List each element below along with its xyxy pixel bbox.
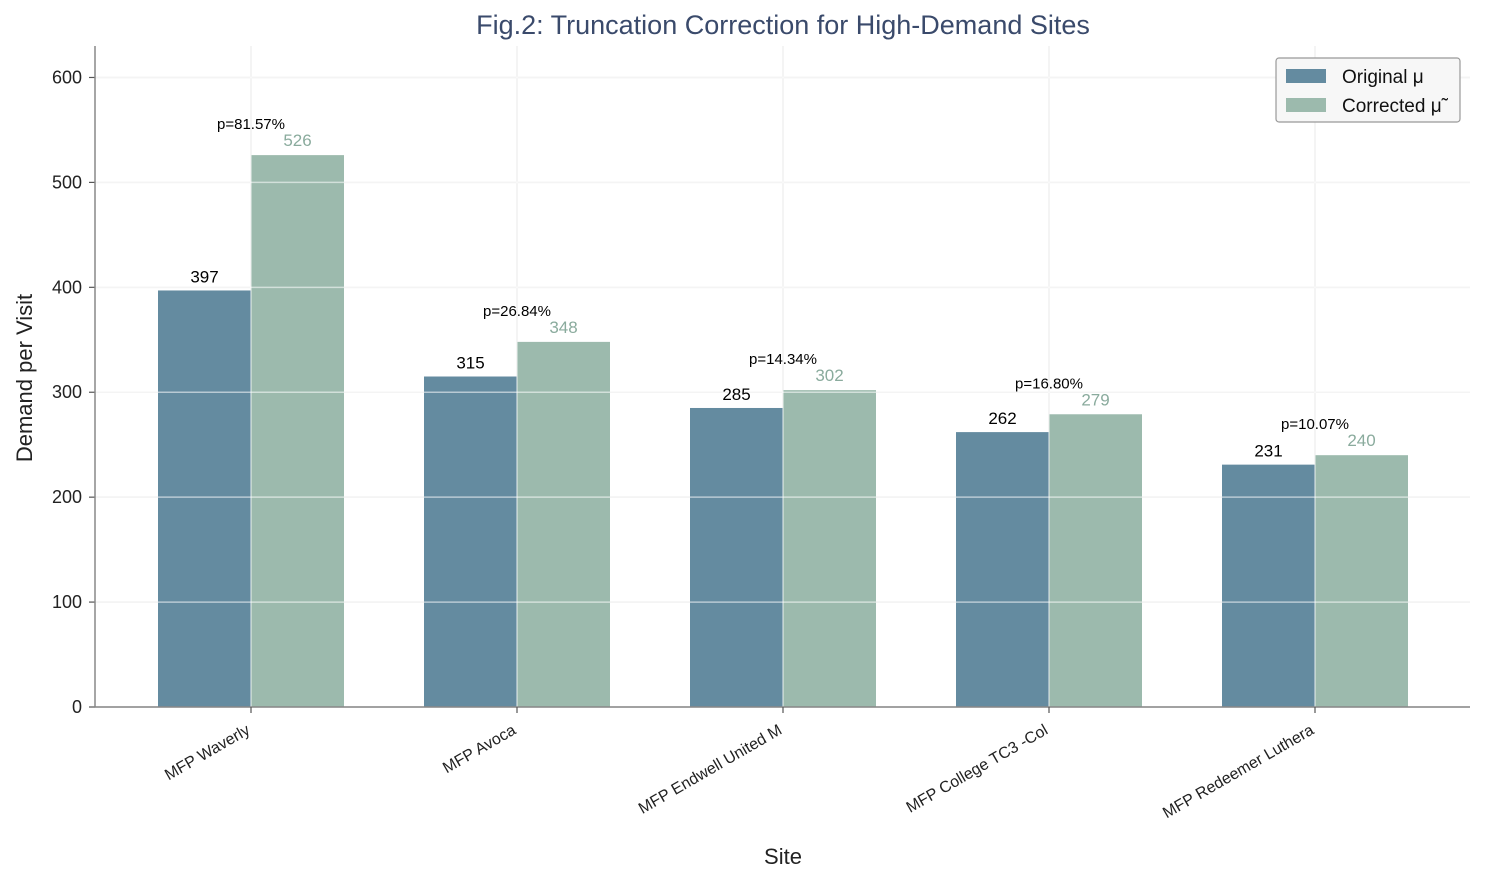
x-tick-label: MFP Endwell United M (636, 722, 785, 818)
bar-original (956, 432, 1049, 707)
p-annotation: p=81.57% (217, 116, 285, 133)
bar-corrected (517, 341, 610, 707)
value-label-corrected: 348 (549, 318, 577, 337)
y-tick-label: 300 (52, 382, 82, 402)
y-tick-label: 400 (52, 277, 82, 297)
y-tick-label: 100 (52, 592, 82, 612)
p-annotation: p=10.07% (1281, 416, 1349, 433)
legend-swatch (1286, 98, 1326, 112)
p-annotation: p=26.84% (483, 303, 551, 320)
x-axis-label: Site (764, 844, 802, 869)
value-label-original: 315 (456, 354, 484, 373)
x-tick-label: MFP Avoca (440, 722, 519, 777)
x-tick-label: MFP Waverly (162, 722, 253, 784)
x-tick-label: MFP College TC3 -Col (904, 722, 1051, 817)
bar-corrected (1049, 414, 1142, 707)
value-label-original: 262 (988, 409, 1016, 428)
p-annotation: p=14.34% (749, 351, 817, 368)
legend-swatch (1286, 69, 1326, 83)
legend-label: Original μ (1342, 67, 1424, 88)
y-tick-label: 500 (52, 172, 82, 192)
legend: Original μ Corrected μ̃ (1275, 57, 1461, 123)
bar-original (158, 290, 251, 707)
bar-original (690, 407, 783, 707)
y-tick-label: 200 (52, 487, 82, 507)
bar-corrected (1315, 455, 1408, 707)
bar-original (1222, 464, 1315, 707)
value-label-original: 231 (1254, 442, 1282, 461)
bars (95, 46, 1470, 708)
y-tick-label: 0 (72, 697, 82, 717)
chart-title: Fig.2: Truncation Correction for High-De… (476, 10, 1090, 40)
value-label-corrected: 240 (1347, 431, 1375, 450)
bar-corrected (251, 155, 344, 708)
value-label-original: 285 (722, 385, 750, 404)
value-label-corrected: 279 (1081, 390, 1109, 409)
y-axis-label: Demand per Visit (12, 294, 37, 462)
x-tick-label: MFP Redeemer Luthera (1160, 722, 1317, 822)
legend-label: Corrected μ̃ (1342, 96, 1449, 117)
value-label-corrected: 526 (283, 131, 311, 150)
bar-corrected (783, 390, 876, 707)
y-tick-label: 600 (52, 67, 82, 87)
value-label-original: 397 (190, 267, 218, 286)
bar-original (424, 376, 517, 707)
value-label-corrected: 302 (815, 366, 843, 385)
p-annotation: p=16.80% (1015, 375, 1083, 392)
